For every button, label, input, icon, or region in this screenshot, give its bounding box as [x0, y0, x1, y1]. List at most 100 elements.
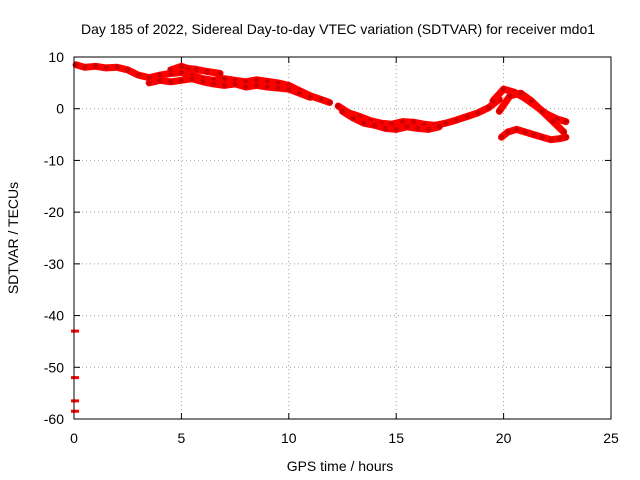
- data-point: [486, 105, 492, 111]
- y-tick-label: -60: [44, 411, 64, 427]
- data-point: [400, 119, 406, 125]
- data-point: [561, 129, 567, 135]
- data-point: [501, 86, 507, 92]
- data-point: [146, 80, 152, 86]
- y-tick-label: 10: [48, 49, 64, 65]
- x-tick-label: 5: [178, 430, 186, 446]
- plot-area: [71, 61, 570, 413]
- y-tick-label: -20: [44, 204, 64, 220]
- data-point: [499, 134, 504, 140]
- grid: [74, 57, 611, 419]
- chart-title: Day 185 of 2022, Sidereal Day-to-day VTE…: [81, 21, 595, 37]
- data-point: [232, 81, 238, 87]
- data-point: [114, 64, 120, 70]
- data-point: [425, 126, 431, 132]
- data-point: [490, 98, 496, 104]
- data-point: [531, 132, 537, 138]
- data-point: [327, 100, 333, 105]
- data-point: [168, 67, 174, 73]
- data-point: [254, 82, 260, 88]
- data-point: [264, 78, 270, 84]
- data-point: [185, 65, 191, 71]
- data-point: [204, 69, 210, 74]
- data-point: [178, 70, 184, 75]
- data-point: [529, 98, 534, 104]
- series-track-midday: [334, 95, 503, 129]
- data-point: [496, 108, 502, 114]
- x-tick-label: 15: [388, 430, 404, 446]
- data-point: [221, 82, 227, 88]
- data-point: [522, 129, 528, 135]
- data-point: [157, 72, 163, 78]
- data-point: [563, 119, 569, 125]
- x-tick-label: 0: [70, 430, 78, 446]
- data-point: [415, 125, 421, 131]
- x-tick-label: 10: [281, 430, 297, 446]
- axis-ticks: 0 5 10 15 20 25 10 0 -10 -20 -30 -40 -50 -60: [44, 49, 619, 446]
- data-point: [73, 62, 79, 68]
- data-point: [243, 84, 249, 90]
- data-point: [103, 65, 109, 71]
- data-point: [82, 64, 88, 70]
- data-point: [539, 134, 545, 140]
- x-tick-label: 20: [496, 430, 512, 446]
- data-point: [125, 67, 131, 73]
- data-point: [404, 124, 410, 130]
- y-tick-label: 0: [56, 101, 64, 117]
- data-point: [518, 90, 524, 96]
- data-point: [453, 117, 459, 123]
- data-point: [383, 125, 388, 131]
- data-point: [335, 103, 341, 109]
- data-point: [514, 126, 519, 132]
- data-point: [556, 136, 562, 142]
- plot-frame: [73, 56, 612, 420]
- data-point: [286, 86, 292, 92]
- data-point: [275, 85, 281, 91]
- data-point: [550, 119, 556, 125]
- data-point: [436, 124, 442, 130]
- data-point: [157, 77, 163, 83]
- data-point: [410, 119, 416, 125]
- data-point: [275, 80, 281, 86]
- data-point: [443, 120, 449, 126]
- data-point: [217, 71, 223, 76]
- data-point: [221, 76, 227, 82]
- data-point: [254, 77, 260, 83]
- data-point: [539, 108, 545, 114]
- series-track-main-lower: [145, 75, 314, 101]
- data-point: [146, 75, 152, 81]
- y-axis-label: SDTVAR / TECUs: [5, 182, 21, 294]
- data-point: [340, 108, 345, 114]
- x-tick-label: 25: [603, 430, 619, 446]
- data-point: [505, 129, 511, 135]
- data-point: [264, 84, 270, 90]
- data-point: [563, 134, 569, 140]
- data-point: [193, 66, 199, 72]
- data-point: [507, 93, 513, 99]
- data-point: [372, 122, 378, 128]
- data-point: [393, 126, 399, 132]
- data-point: [475, 110, 481, 116]
- y-tick-label: -50: [44, 359, 64, 375]
- y-tick-label: -40: [44, 308, 64, 324]
- data-point: [548, 137, 554, 143]
- x-axis-label: GPS time / hours: [287, 458, 394, 474]
- data-point: [318, 96, 324, 102]
- data-point: [350, 115, 356, 121]
- data-point: [211, 81, 217, 87]
- data-point: [297, 90, 302, 96]
- series-track-midday-lower: [339, 107, 443, 133]
- y-tick-label: -30: [44, 256, 64, 272]
- data-point: [178, 63, 184, 69]
- data-point: [189, 76, 195, 82]
- data-point: [200, 79, 206, 85]
- data-point: [93, 63, 98, 69]
- data-point: [307, 94, 313, 100]
- data-point: [135, 72, 141, 78]
- data-point: [178, 77, 184, 83]
- data-point: [168, 79, 174, 85]
- y-tick-label: -10: [44, 152, 64, 168]
- data-point: [464, 114, 470, 119]
- data-point: [361, 120, 367, 126]
